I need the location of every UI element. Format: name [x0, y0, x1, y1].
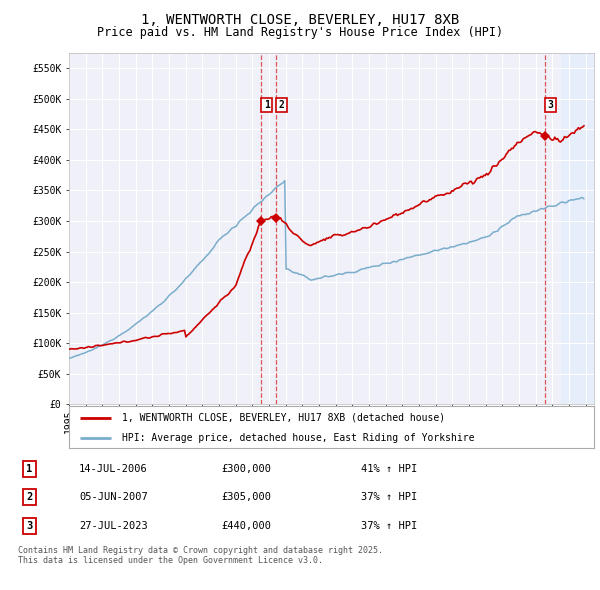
Text: 1, WENTWORTH CLOSE, BEVERLEY, HU17 8XB: 1, WENTWORTH CLOSE, BEVERLEY, HU17 8XB	[141, 13, 459, 27]
Text: £440,000: £440,000	[221, 521, 272, 530]
Text: 14-JUL-2006: 14-JUL-2006	[79, 464, 148, 474]
Text: 05-JUN-2007: 05-JUN-2007	[79, 493, 148, 502]
Text: 41% ↑ HPI: 41% ↑ HPI	[361, 464, 418, 474]
Text: Contains HM Land Registry data © Crown copyright and database right 2025.
This d: Contains HM Land Registry data © Crown c…	[18, 546, 383, 565]
Text: Price paid vs. HM Land Registry's House Price Index (HPI): Price paid vs. HM Land Registry's House …	[97, 26, 503, 39]
Text: 2: 2	[278, 100, 284, 110]
Text: 3: 3	[548, 100, 554, 110]
Text: 27-JUL-2023: 27-JUL-2023	[79, 521, 148, 530]
Text: 1, WENTWORTH CLOSE, BEVERLEY, HU17 8XB (detached house): 1, WENTWORTH CLOSE, BEVERLEY, HU17 8XB (…	[121, 413, 445, 423]
Text: HPI: Average price, detached house, East Riding of Yorkshire: HPI: Average price, detached house, East…	[121, 433, 474, 442]
Text: 37% ↑ HPI: 37% ↑ HPI	[361, 493, 418, 502]
Text: £305,000: £305,000	[221, 493, 272, 502]
Text: 37% ↑ HPI: 37% ↑ HPI	[361, 521, 418, 530]
Text: 3: 3	[26, 521, 32, 530]
Text: £300,000: £300,000	[221, 464, 272, 474]
Text: 2: 2	[26, 493, 32, 502]
Text: 1: 1	[264, 100, 270, 110]
Bar	[560, 53, 594, 404]
Text: 1: 1	[26, 464, 32, 474]
